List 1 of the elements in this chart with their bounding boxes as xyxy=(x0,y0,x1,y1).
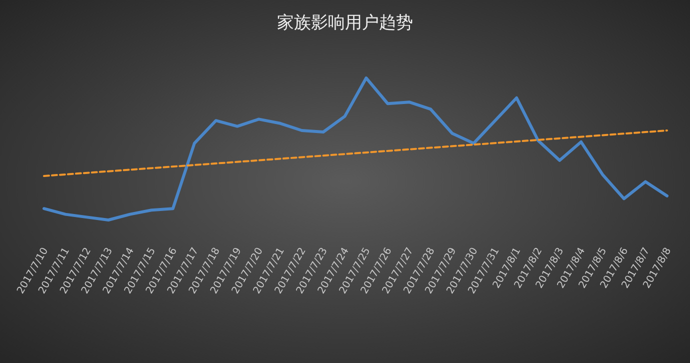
chart-title: 家族影响用户趋势 xyxy=(277,13,413,33)
